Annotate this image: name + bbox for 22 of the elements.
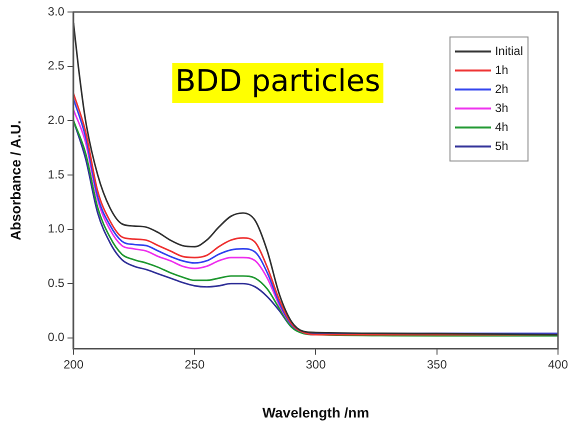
y-tick-label: 2.5	[48, 58, 65, 73]
y-tick-label: 1.0	[48, 222, 65, 236]
y-tick-label: 0.5	[48, 276, 65, 290]
legend-label: 5h	[494, 138, 508, 153]
line-series	[73, 22, 558, 336]
legend-label: 2h	[494, 82, 508, 96]
y-axis-title: Absorbance / A.U.	[7, 120, 24, 240]
x-axis-title: Wavelength /nm	[262, 404, 370, 420]
y-tick-label: 2.0	[48, 112, 65, 127]
x-tick-label: 250	[184, 357, 205, 372]
y-tick-label: 0.0	[48, 330, 65, 344]
legend-label: 4h	[494, 120, 508, 134]
x-tick-label: 200	[63, 357, 84, 372]
y-tick-label: 3.0	[48, 4, 65, 18]
x-tick-label: 350	[426, 357, 448, 372]
y-tick-label: 1.5	[48, 167, 65, 182]
x-tick-label: 400	[548, 357, 568, 372]
text: BDD particles	[175, 64, 380, 99]
legend-label: 1h	[494, 62, 508, 77]
legend-label: 3h	[494, 100, 508, 115]
legend-label: Initial	[494, 44, 523, 58]
x-tick-label: 300	[306, 357, 326, 372]
